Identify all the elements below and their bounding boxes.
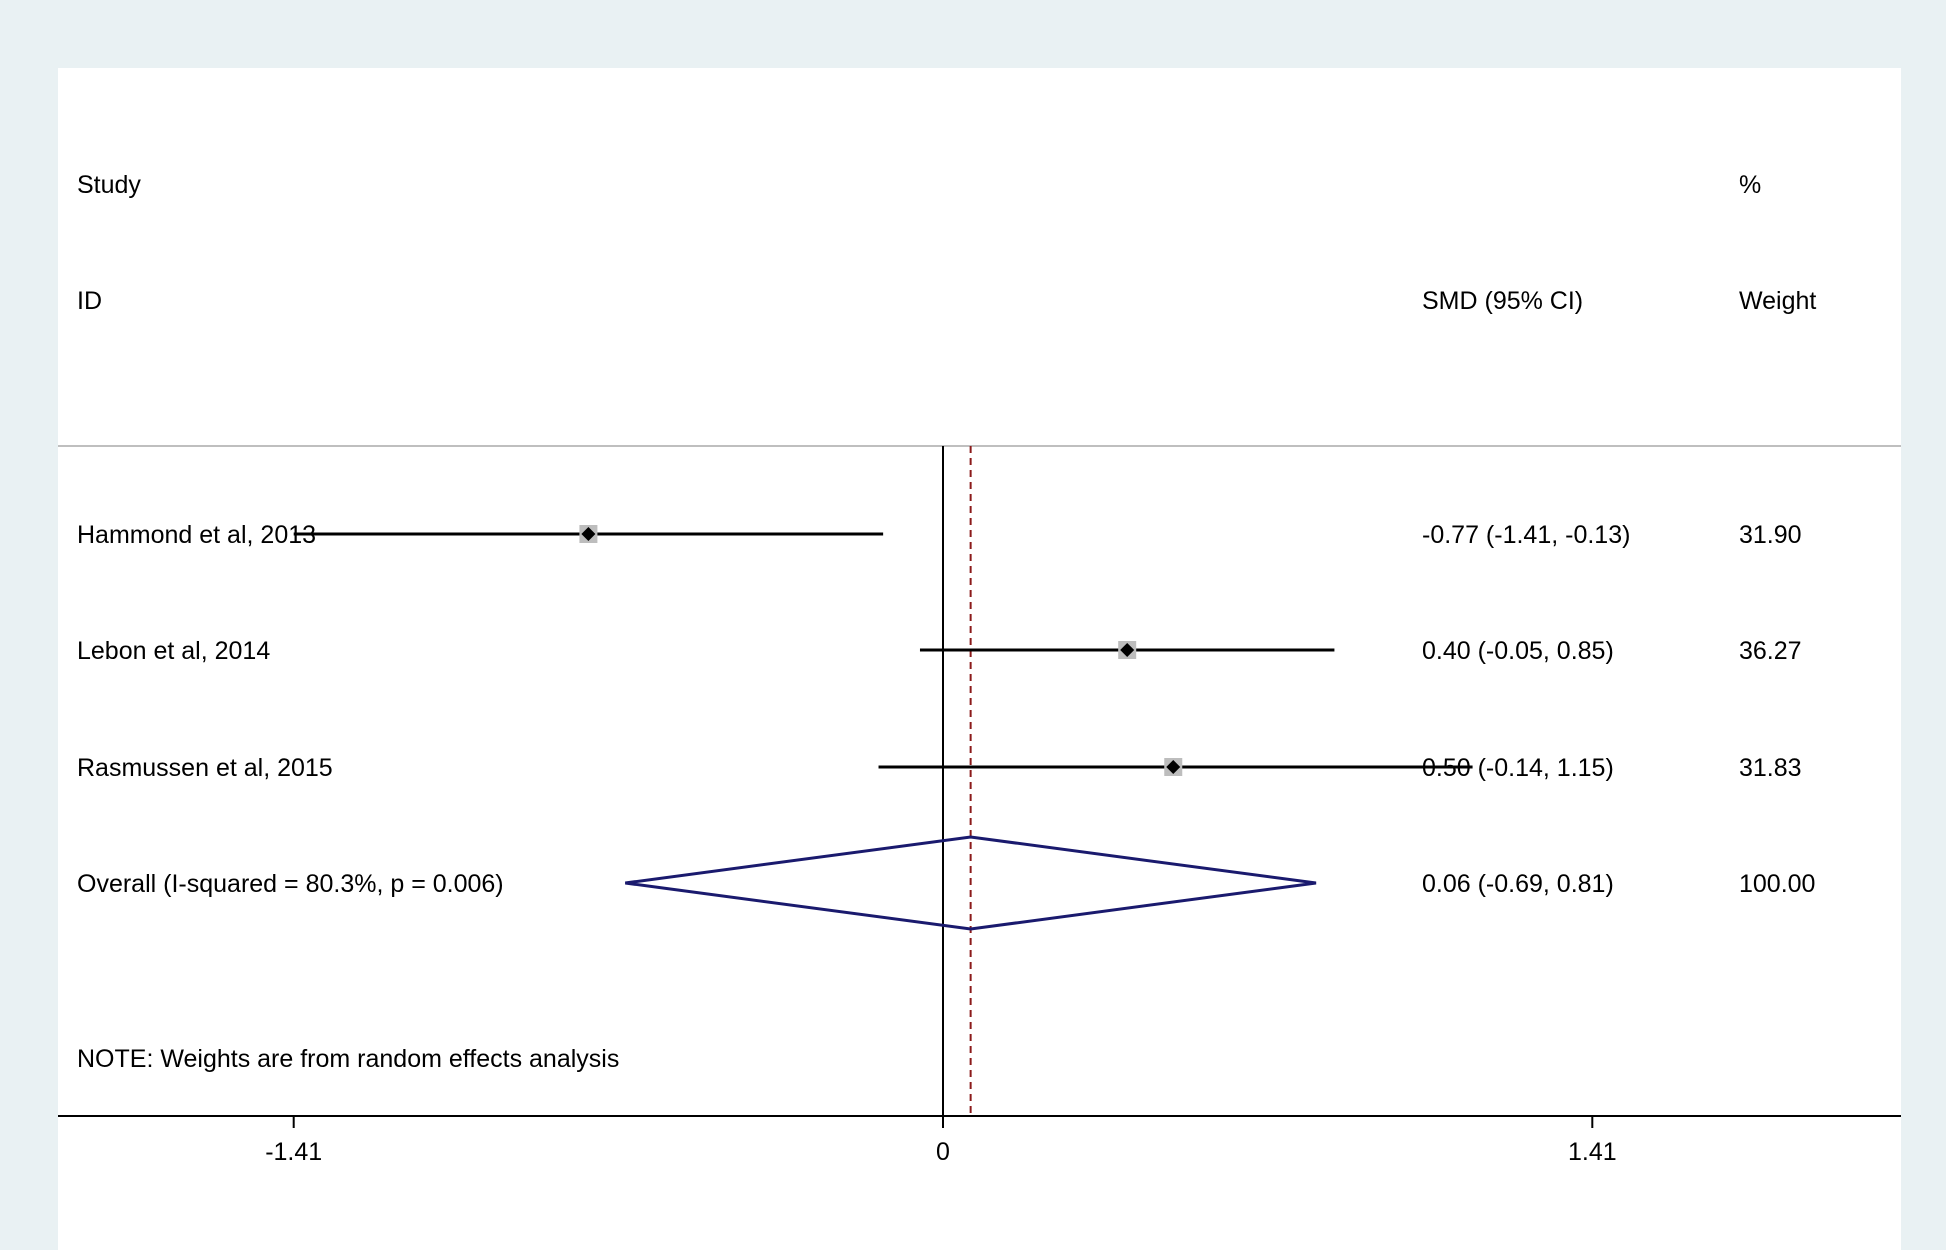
- study-weight: 31.90: [1739, 521, 1802, 549]
- point-estimate: [1120, 643, 1135, 657]
- point-estimate: [1166, 760, 1181, 774]
- study-ci-text: -0.77 (-1.41, -0.13): [1422, 521, 1630, 549]
- overall-weight: 100.00: [1739, 870, 1815, 898]
- study-ci-text: 0.50 (-0.14, 1.15): [1422, 754, 1614, 782]
- overall-diamond: [625, 835, 1317, 931]
- overall-ci-text: 0.06 (-0.69, 0.81): [1422, 870, 1614, 898]
- header-weight: Weight: [1739, 287, 1816, 315]
- study-ci-text: 0.40 (-0.05, 0.85): [1422, 637, 1614, 665]
- plot-panel: [58, 68, 1901, 1250]
- study-weight: 31.83: [1739, 754, 1802, 782]
- study-label: Rasmussen et al, 2015: [77, 754, 333, 782]
- note-text: NOTE: Weights are from random effects an…: [77, 1045, 619, 1073]
- x-tick-label: -1.41: [265, 1138, 322, 1166]
- plot-marks: [292, 446, 1594, 1128]
- overall-label: Overall (I-squared = 80.3%, p = 0.006): [77, 870, 504, 898]
- point-estimate: [581, 527, 596, 541]
- header-id: ID: [77, 287, 102, 315]
- study-label: Lebon et al, 2014: [77, 637, 270, 665]
- x-tick-label: 1.41: [1568, 1138, 1617, 1166]
- study-weight: 36.27: [1739, 637, 1802, 665]
- header-study: Study: [77, 171, 141, 199]
- header-smd: SMD (95% CI): [1422, 287, 1583, 315]
- x-tick-label: 0: [936, 1138, 950, 1166]
- header-percent: %: [1739, 171, 1761, 199]
- study-label: Hammond et al, 2013: [77, 521, 316, 549]
